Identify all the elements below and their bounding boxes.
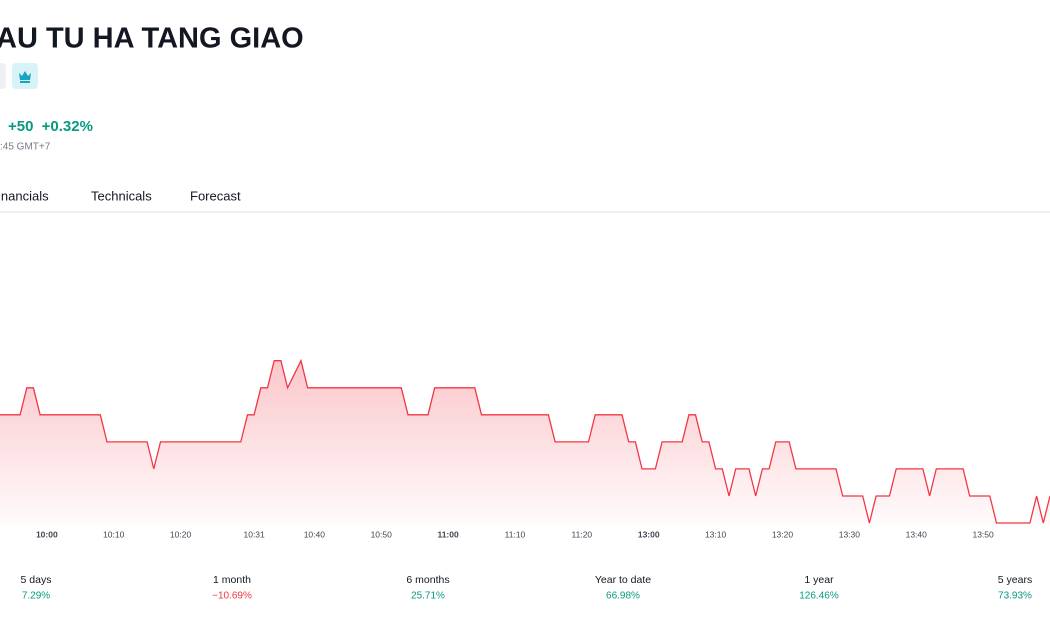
tab[interactable]: inancials: [0, 188, 49, 203]
x-tick-label: 10:20: [170, 529, 192, 539]
x-tick-label: 10:31: [243, 529, 265, 539]
crown-icon: [19, 71, 31, 83]
period-return: 66.98%: [606, 591, 640, 602]
tab[interactable]: Technicals: [91, 188, 152, 203]
x-tick-label: 13:40: [906, 529, 928, 539]
x-tick-label: 10:10: [103, 529, 125, 539]
x-tick-label: 11:10: [505, 529, 526, 539]
x-tick-label: 13:50: [972, 529, 994, 539]
period-label: 5 years: [998, 574, 1032, 586]
period-return: 7.29%: [22, 591, 50, 602]
chart: 10:00 10:10 10:20 10:31 10:40 10:50 11:00 11:10…: [0, 358, 1050, 539]
x-tick-label: 11:20: [572, 529, 593, 539]
x-tick-label: 10:40: [304, 529, 326, 539]
period-return: −10.69%: [212, 591, 252, 602]
tab[interactable]: Forecast: [190, 188, 241, 203]
period-return: 126.46%: [799, 591, 839, 602]
x-tick-label: 10:50: [371, 529, 393, 539]
period-label: 5 days: [21, 574, 52, 586]
change-value: +50: [8, 118, 33, 135]
x-tick-label: 13:30: [839, 529, 861, 539]
period-label: 6 months: [406, 574, 449, 586]
period-label: 1 year: [804, 574, 834, 586]
x-tick-label: 10:00: [36, 529, 58, 539]
x-tick-label: 13:10: [705, 529, 727, 539]
period-return: 25.71%: [411, 591, 445, 602]
period-label: Year to date: [595, 574, 651, 586]
price-line: [0, 358, 1050, 524]
x-tick-label: 11:00: [437, 529, 459, 539]
period-return: 73.93%: [998, 591, 1032, 602]
badge[interactable]: [0, 63, 6, 89]
x-tick-label: 13:20: [772, 529, 794, 539]
change-percent: +0.32%: [42, 118, 93, 135]
performance: 5 days 7.29% 1 month −10.69% 6 months 25.71% Y…: [21, 574, 1033, 602]
price-change: +50 +0.32%: [8, 118, 93, 135]
symbol-title: AU TU HA TANG GIAO: [0, 23, 304, 55]
x-tick-label: 13:00: [638, 529, 660, 539]
update-time: :45 GMT+7: [0, 142, 51, 153]
area-fill: [0, 360, 1050, 525]
period-label: 1 month: [213, 574, 251, 586]
